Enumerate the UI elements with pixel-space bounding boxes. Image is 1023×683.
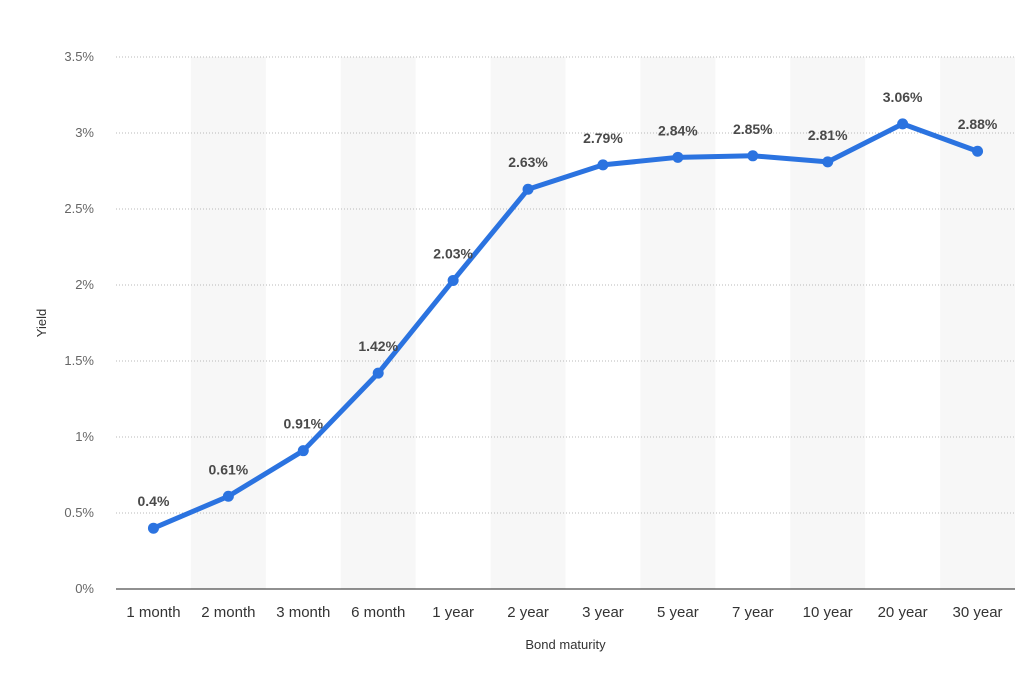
data-label: 2.81% [808, 127, 848, 143]
x-tick-label: 5 year [657, 604, 699, 621]
data-label: 2.84% [658, 122, 698, 138]
x-tick-label: 30 year [953, 604, 1003, 621]
data-label: 2.79% [583, 130, 623, 146]
data-point [822, 156, 834, 168]
column-band [940, 57, 1015, 589]
column-band [490, 57, 566, 589]
data-label: 0.61% [209, 461, 249, 477]
data-label: 2.85% [733, 121, 773, 137]
data-point [222, 490, 234, 502]
y-axis-title: Yield [34, 309, 49, 337]
column-band [340, 57, 416, 589]
column-band [790, 57, 866, 589]
y-tick-label: 0% [75, 581, 94, 596]
y-tick-label: 1.5% [64, 353, 94, 368]
data-point [597, 159, 609, 171]
y-axis-ticks: 0% 0.5% 1% 1.5% 2% 2.5% 3% 3.5% [64, 49, 94, 596]
y-tick-label: 0.5% [64, 505, 94, 520]
x-tick-label: 7 year [732, 604, 774, 621]
x-tick-label: 2 month [201, 604, 255, 621]
x-tick-label: 20 year [878, 604, 928, 621]
data-labels: 0.4% 0.61% 0.91% 1.42% 2.03% 2.63% 2.79% 2.84% 2… [137, 89, 997, 509]
data-point [897, 118, 909, 130]
x-axis-ticks: 1 month 2 month 3 month 6 month 1 year 2 year… [126, 604, 1002, 621]
data-point [972, 145, 984, 157]
data-label: 1.42% [358, 338, 398, 354]
y-tick-label: 2% [75, 277, 94, 292]
x-axis-title: Bond maturity [525, 637, 606, 652]
data-point [747, 150, 759, 162]
data-points [147, 118, 984, 534]
data-point [447, 274, 459, 286]
data-label: 2.63% [508, 154, 548, 170]
y-tick-label: 3% [75, 125, 94, 140]
data-label: 0.4% [137, 493, 169, 509]
data-point [147, 522, 159, 534]
data-label: 3.06% [883, 89, 923, 105]
data-point [672, 151, 684, 163]
data-label: 0.91% [283, 416, 323, 432]
data-point [297, 445, 309, 457]
x-tick-label: 2 year [507, 604, 549, 621]
x-tick-label: 10 year [803, 604, 853, 621]
data-point [372, 367, 384, 379]
series-line [150, 121, 981, 531]
x-tick-label: 3 year [582, 604, 624, 621]
data-label: 2.03% [433, 245, 473, 261]
column-bands [190, 57, 1015, 589]
data-label: 2.88% [958, 116, 998, 132]
y-tick-label: 2.5% [64, 201, 94, 216]
data-point [522, 183, 534, 195]
x-tick-label: 6 month [351, 604, 405, 621]
x-tick-label: 3 month [276, 604, 330, 621]
y-tick-label: 3.5% [64, 49, 94, 64]
x-tick-label: 1 year [432, 604, 474, 621]
column-band [640, 57, 716, 589]
y-tick-label: 1% [75, 429, 94, 444]
x-tick-label: 1 month [126, 604, 180, 621]
